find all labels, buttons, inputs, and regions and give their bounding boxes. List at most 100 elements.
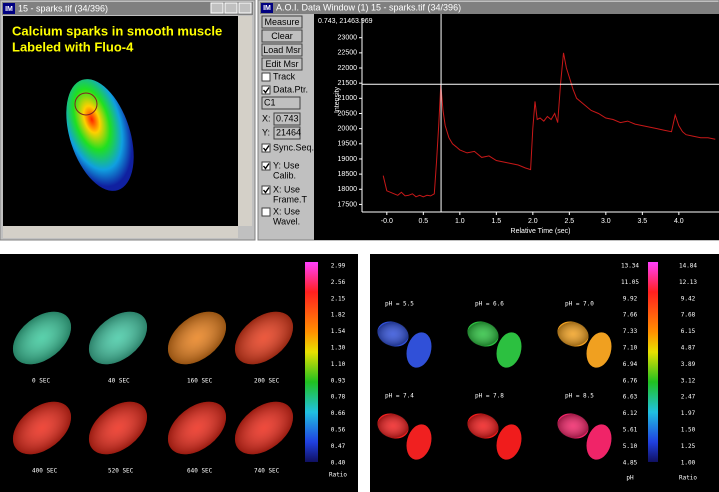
colorbar-label: 0.40 [331, 459, 346, 466]
button[interactable] [261, 43, 303, 57]
checkbox[interactable] [261, 185, 271, 195]
colorbar-label: 1.25 [681, 443, 696, 450]
checkbox[interactable] [261, 85, 271, 95]
colorbar-label: 4.85 [623, 459, 638, 466]
button-label: Clear [271, 31, 293, 41]
y-tick-label: 22500 [338, 50, 358, 57]
colorbar-label: 14.84 [679, 263, 697, 270]
close-button[interactable] [238, 2, 252, 14]
y-tick-label: 23000 [338, 35, 358, 42]
cursor-readout: 0.743, 21463.969 [318, 18, 373, 25]
cell-shade [557, 414, 589, 438]
button[interactable] [261, 15, 303, 29]
roi-circle [74, 92, 98, 116]
cell [586, 424, 612, 460]
colorbar-title: Ratio [679, 475, 697, 482]
cell-image [66, 79, 134, 191]
colorbar-label: 5.10 [623, 443, 638, 450]
colorbar-label: 3.89 [681, 361, 696, 368]
checkbox-label: Calib. [273, 170, 296, 180]
app-icon-text: IM [263, 5, 271, 12]
colorbar-label: 1.30 [331, 345, 346, 352]
cell-shade [167, 401, 227, 455]
maximize-button[interactable] [224, 2, 238, 14]
title-bar [260, 2, 719, 14]
checkbox[interactable] [261, 161, 271, 171]
window-title: 15 - sparks.tif (34/396) [18, 3, 108, 13]
calcium-panel [0, 254, 358, 492]
field-value: 21464 [276, 127, 301, 137]
colorbar-label: 1.00 [681, 459, 696, 466]
colorbar-label: 1.54 [331, 328, 346, 335]
checkmark [262, 87, 270, 94]
checkmark [262, 187, 270, 194]
x-tick-label: 4.0 [674, 218, 684, 225]
colorbar-label: 3.12 [681, 377, 696, 384]
colorbar-label: 2.47 [681, 394, 696, 401]
cell-shade [467, 322, 499, 346]
colorbar-label: 2.99 [331, 263, 346, 270]
colorbar-label: 0.56 [331, 427, 346, 434]
cell-shade [88, 401, 148, 455]
cell [406, 332, 432, 368]
colorbar [305, 262, 318, 462]
colorbar-title: pH [626, 475, 634, 482]
checkbox-label: Track [273, 71, 296, 81]
colorbar-label: 6.63 [623, 394, 638, 401]
cell-shade [88, 311, 148, 365]
colorbar [648, 262, 658, 462]
x-tick-label: 3.0 [601, 218, 611, 225]
button[interactable] [261, 57, 303, 71]
cell-shade [467, 414, 499, 438]
button-label: Load Msr [263, 45, 301, 55]
text-field[interactable] [273, 126, 301, 140]
colorbar-label: 2.15 [331, 295, 346, 302]
app-icon-text: IM [5, 6, 13, 13]
y-tick-label: 21500 [338, 80, 358, 87]
ph-label: pH = 7.4 [385, 393, 414, 400]
cell-shade [234, 311, 294, 365]
vertical-scrollbar[interactable] [238, 16, 252, 226]
colorbar-label: 7.66 [623, 312, 638, 319]
ph-label: pH = 8.5 [565, 393, 594, 400]
colorbar-label: 9.92 [623, 295, 638, 302]
minimize-button[interactable] [210, 2, 224, 14]
colorbar-label: 13.34 [621, 263, 639, 270]
x-tick-label: 1.5 [491, 218, 501, 225]
y-tick-label: 19500 [338, 141, 358, 148]
frame-label: 40 SEC [108, 378, 130, 385]
text-field[interactable] [273, 112, 301, 126]
frame-label: 740 SEC [254, 468, 280, 475]
colorbar-label: 1.97 [681, 410, 696, 417]
window-title: A.O.I. Data Window (1) 15 - sparks.tif (… [276, 2, 461, 12]
app-icon [3, 3, 15, 14]
frame-label: 520 SEC [108, 468, 134, 475]
cell-shade [12, 401, 72, 455]
colorbar-label: 4.87 [681, 345, 696, 352]
x-tick-label: 1.0 [455, 218, 465, 225]
field-value: 0.743 [276, 113, 299, 123]
colorbar-label: 0.47 [331, 443, 346, 450]
y-tick-label: 19000 [338, 156, 358, 163]
frame-label: 640 SEC [187, 468, 213, 475]
checkbox-label: X: Use [273, 184, 300, 194]
y-tick-label: 22000 [338, 65, 358, 72]
colorbar-label: 0.66 [331, 410, 346, 417]
checkbox-label: Wavel. [273, 216, 300, 226]
checkbox[interactable] [261, 207, 271, 217]
checkbox[interactable] [261, 72, 271, 82]
cell [496, 424, 522, 460]
text-field[interactable] [261, 96, 301, 110]
button[interactable] [261, 29, 303, 43]
colorbar-title: Ratio [329, 472, 347, 479]
colorbar-label: 6.15 [681, 328, 696, 335]
colorbar-label: 7.68 [681, 312, 696, 319]
checkbox[interactable] [261, 143, 271, 153]
frame-label: 160 SEC [187, 378, 213, 385]
colorbar-label: 6.76 [623, 377, 638, 384]
cell-shade [377, 414, 409, 438]
checkmark [262, 163, 270, 170]
horizontal-scrollbar[interactable] [3, 226, 238, 238]
cell-shade [167, 311, 227, 365]
